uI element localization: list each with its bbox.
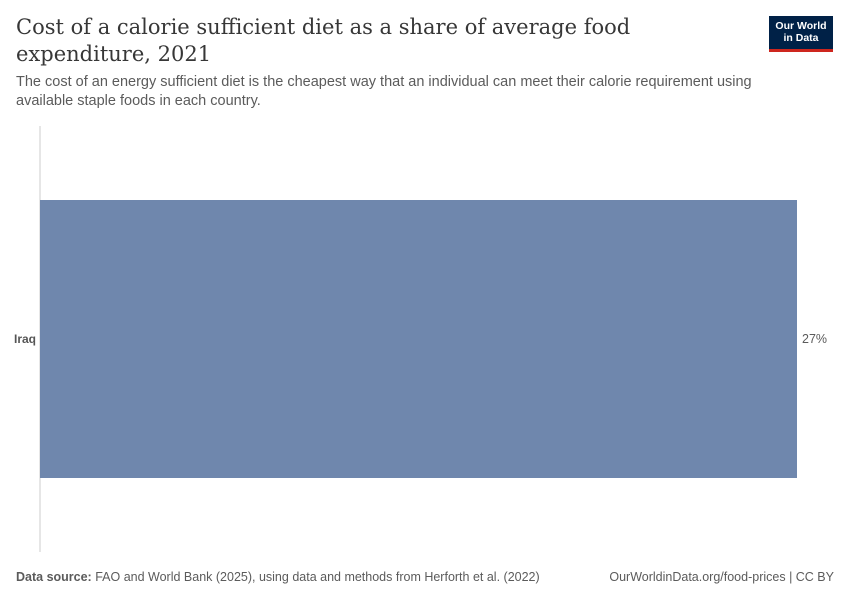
logo-line-1: Our World [775, 20, 827, 32]
chart-title: Cost of a calorie sufficient diet as a s… [16, 15, 631, 66]
value-label-iraq: 27% [802, 332, 827, 346]
bar-iraq[interactable] [40, 200, 797, 478]
data-source: Data source: FAO and World Bank (2025), … [16, 570, 540, 584]
owid-logo[interactable]: Our World in Data [769, 16, 833, 52]
chart-subtitle: The cost of an energy sufficient diet is… [16, 74, 752, 109]
bar-chart: Iraq 27% [14, 126, 827, 552]
data-source-label: Data source: [16, 570, 92, 584]
footer-link[interactable]: OurWorldinData.org/food-prices | CC BY [609, 570, 834, 584]
data-source-text: FAO and World Bank (2025), using data an… [95, 570, 540, 584]
logo-line-2: in Data [783, 32, 819, 44]
category-label-iraq: Iraq [14, 332, 36, 346]
